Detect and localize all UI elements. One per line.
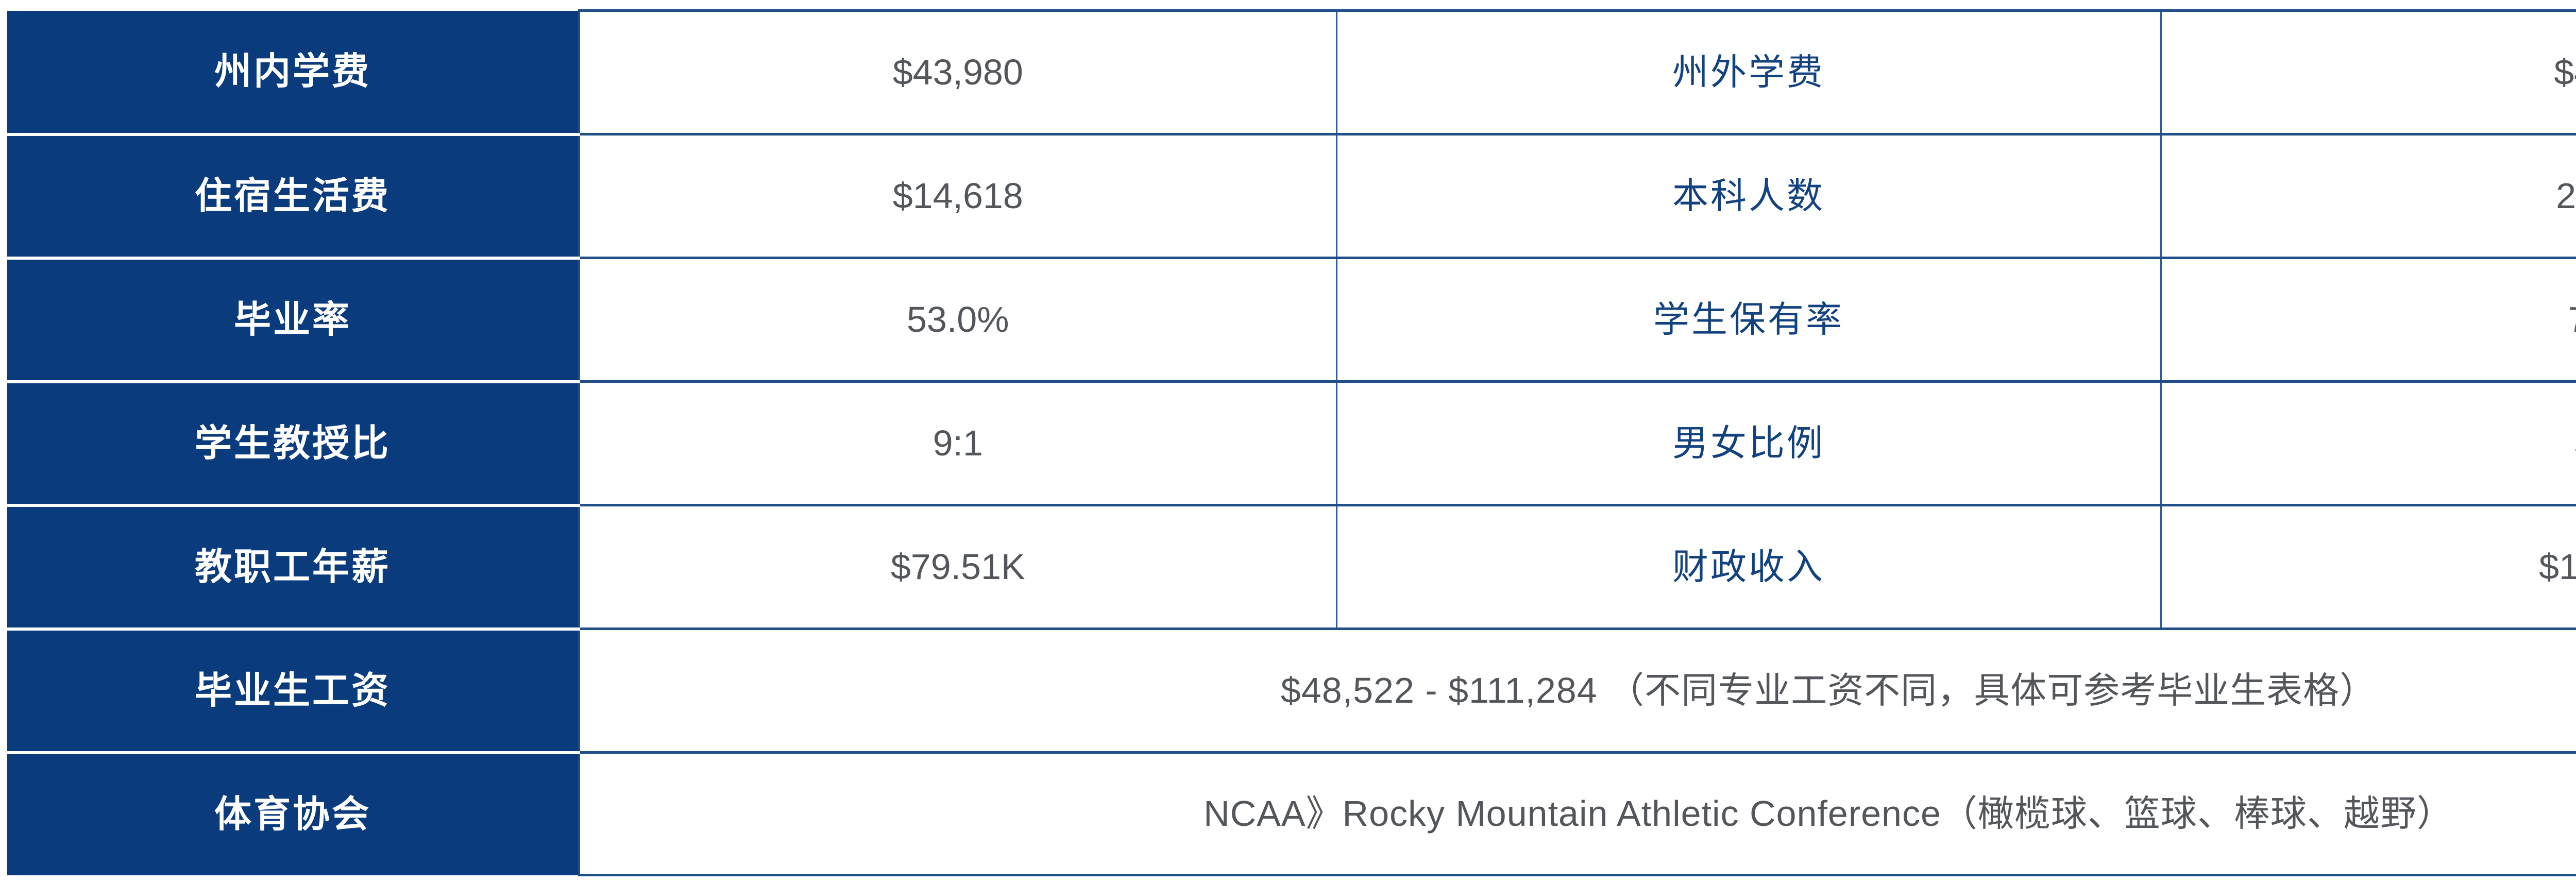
row-value-in-state-tuition: $43,980	[578, 9, 1337, 135]
row-value-graduation-rate: 53.0%	[578, 257, 1337, 383]
row-value-graduate-salary: $48,522 - $111,284 （不同专业工资不同，具体可参考毕业生表格）	[578, 627, 2576, 754]
row-label-student-faculty-ratio: 学生教授比	[7, 381, 579, 507]
table-row: 学生教授比 9:1 男女比例 31:69	[7, 380, 2576, 507]
table-row: 毕业生工资 $48,522 - $111,284 （不同专业工资不同，具体可参考…	[7, 627, 2576, 754]
row-label-gender-ratio: 男女比例	[1335, 380, 2162, 506]
row-value-financial-revenue: $120.45M	[2160, 504, 2576, 630]
row-label-faculty-salary: 教职工年薪	[7, 505, 579, 631]
row-value-retention-rate: 75.2%	[2160, 257, 2576, 383]
table-body: 州内学费 $43,980 州外学费 $43,980 住宿生活费 $14,618 …	[7, 9, 2576, 876]
row-label-graduate-salary: 毕业生工资	[7, 629, 579, 754]
row-label-athletic-conference: 体育协会	[7, 752, 579, 875]
row-label-room-and-board: 住宿生活费	[7, 134, 579, 260]
row-label-out-of-state-tuition: 州外学费	[1335, 9, 2162, 135]
table-row: 教职工年薪 $79.51K 财政收入 $120.45M	[7, 504, 2576, 631]
table-row: 体育协会 NCAA》Rocky Mountain Athletic Confer…	[7, 751, 2576, 876]
row-label-graduation-rate: 毕业率	[7, 258, 579, 383]
table-row: 毕业率 53.0% 学生保有率 75.2%	[7, 257, 2576, 383]
table-row: 州内学费 $43,980 州外学费 $43,980	[7, 9, 2576, 136]
row-label-undergrad-count: 本科人数	[1335, 133, 2162, 259]
table-row: 住宿生活费 $14,618 本科人数 2,680人	[7, 133, 2576, 260]
row-label-financial-revenue: 财政收入	[1335, 504, 2162, 630]
row-value-student-faculty-ratio: 9:1	[578, 380, 1337, 506]
row-label-retention-rate: 学生保有率	[1335, 257, 2162, 383]
row-value-undergrad-count: 2,680人	[2160, 133, 2576, 259]
row-value-room-and-board: $14,618	[578, 133, 1337, 259]
row-value-gender-ratio: 31:69	[2160, 380, 2576, 506]
row-value-faculty-salary: $79.51K	[578, 504, 1337, 630]
university-stats-table: 州内学费 $43,980 州外学费 $43,980 住宿生活费 $14,618 …	[7, 9, 2576, 876]
row-value-out-of-state-tuition: $43,980	[2160, 9, 2576, 135]
row-label-in-state-tuition: 州内学费	[7, 10, 579, 136]
row-value-athletic-conference: NCAA》Rocky Mountain Athletic Conference（…	[578, 751, 2576, 876]
